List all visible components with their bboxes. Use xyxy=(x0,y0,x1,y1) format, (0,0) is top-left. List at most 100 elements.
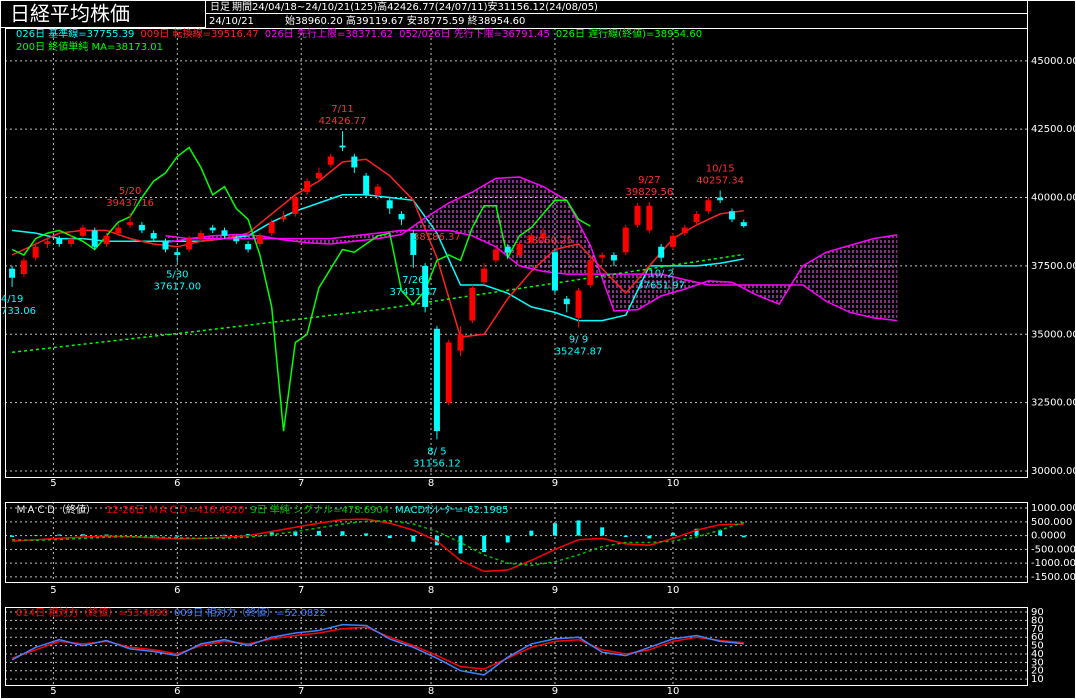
legend-entry: 009日 転換線=39516.47 xyxy=(140,27,258,40)
y-tick-label: 40000.00 xyxy=(1031,193,1076,204)
y-tick-label: 60 xyxy=(1031,632,1044,643)
legend-entry: 026日 遅行線(終値)=38954.60 xyxy=(556,27,702,40)
y-tick-label: -1000.000 xyxy=(1031,558,1076,569)
title-box xyxy=(0,0,206,28)
histogram-bar xyxy=(246,533,251,536)
candle-body xyxy=(245,244,252,250)
histogram-bar xyxy=(482,535,487,553)
candle-body xyxy=(150,233,157,239)
y-tick-label: 30 xyxy=(1031,657,1044,668)
legend-entry: 200日 終値単純 MA=38173.01 xyxy=(16,40,163,53)
histogram-bar xyxy=(57,534,62,536)
candle-body xyxy=(551,252,558,291)
candle-body xyxy=(469,287,476,321)
annotation-value: 37431.47 xyxy=(389,287,437,298)
histogram-bar xyxy=(576,520,581,536)
x-tick-label: 8 xyxy=(428,478,434,489)
candle-body xyxy=(103,235,110,245)
candle-body xyxy=(492,249,499,261)
candle-body xyxy=(221,230,228,236)
annotation-value: 31156.12 xyxy=(413,458,461,469)
histogram-bar xyxy=(741,535,746,538)
annotation-value: 37651.97 xyxy=(637,281,685,292)
histogram-bar xyxy=(387,535,392,539)
candle-body xyxy=(304,181,311,193)
y-tick-label: 32500.00 xyxy=(1031,398,1076,409)
candle-body xyxy=(186,238,193,250)
y-tick-label: 1000.000 xyxy=(1031,503,1076,514)
legend-entry: 12-26日 ＭＡＣＤ=416.4920 xyxy=(106,505,244,516)
legend-entry: 052/026日 先行下限=36791.45 xyxy=(399,27,550,40)
candle-body xyxy=(457,334,464,351)
candle-body xyxy=(705,200,712,212)
candle-body xyxy=(575,290,582,318)
annotation-date: 9/27 xyxy=(638,175,660,186)
histogram-bar xyxy=(411,535,416,542)
y-tick-label: 90 xyxy=(1031,607,1044,618)
candle-body xyxy=(233,238,240,242)
candle-body xyxy=(56,238,63,245)
candle-body xyxy=(9,268,16,278)
candle-body xyxy=(599,254,606,258)
annotation-value: 38060.25 xyxy=(525,236,573,247)
histogram-bar xyxy=(364,533,369,536)
histogram-bar xyxy=(623,535,628,537)
histogram-bar xyxy=(458,535,463,554)
x-tick-label: 9 xyxy=(552,478,558,489)
x-tick-label: 10 xyxy=(667,478,680,489)
candle-body xyxy=(646,205,653,231)
legend-entry: 009日 相対力（終値）=52.0822 xyxy=(174,606,326,619)
histogram-bar xyxy=(293,531,298,536)
candle-body xyxy=(292,197,299,214)
x-tick-label: 6 xyxy=(174,478,180,489)
histogram-bar xyxy=(340,531,345,536)
candle-body xyxy=(20,260,27,275)
annotation-date: 4/19 xyxy=(1,294,23,305)
x-tick-label: 6 xyxy=(174,585,180,596)
annotation-value: 37617.00 xyxy=(153,282,201,293)
y-tick-label: 30000.00 xyxy=(1031,466,1076,477)
annotation-value: 39829.56 xyxy=(625,187,673,198)
histogram-bar xyxy=(647,535,652,539)
annotation-date: 7/11 xyxy=(331,104,353,115)
panel-frame xyxy=(5,607,1028,686)
candle-body xyxy=(280,216,287,220)
candle-body xyxy=(339,145,346,148)
y-tick-label: 20 xyxy=(1031,666,1044,677)
candle-body xyxy=(563,298,570,305)
candle-body xyxy=(79,227,86,236)
candle-body xyxy=(669,235,676,247)
candle-body xyxy=(622,227,629,253)
candle-body xyxy=(410,233,417,255)
candle-body xyxy=(256,235,263,245)
y-tick-label: 42500.00 xyxy=(1031,124,1076,135)
annotation-date: 10/15 xyxy=(706,164,735,175)
y-tick-label: 10 xyxy=(1031,674,1044,685)
ohlc: 始38960.20 高39119.67 安38775.59 終38954.60 xyxy=(285,14,525,27)
candle-body xyxy=(32,246,39,258)
series-line xyxy=(11,158,744,338)
y-tick-label: 50 xyxy=(1031,641,1044,652)
annotation-date: 10/ 2 xyxy=(648,269,674,280)
candle-body xyxy=(138,224,145,231)
series-line xyxy=(12,519,745,567)
histogram-bar xyxy=(269,532,274,536)
candle-body xyxy=(127,222,134,225)
x-tick-label: 8 xyxy=(428,585,434,596)
histogram-bar xyxy=(175,535,180,537)
y-tick-label: -500.000 xyxy=(1031,544,1076,555)
histogram-bar xyxy=(10,535,15,537)
candle-body xyxy=(658,246,665,258)
histogram-bar xyxy=(80,534,85,536)
histogram-bar xyxy=(151,535,156,537)
candle-body xyxy=(386,200,393,209)
histogram-bar xyxy=(529,530,534,536)
x-tick-label: 7 xyxy=(298,478,304,489)
title: 日経平均株価 xyxy=(10,2,130,26)
candle-body xyxy=(209,227,216,231)
histogram-bar xyxy=(104,534,109,536)
candle-body xyxy=(481,268,488,283)
x-tick-label: 5 xyxy=(50,585,56,596)
histogram-bar xyxy=(600,527,605,536)
